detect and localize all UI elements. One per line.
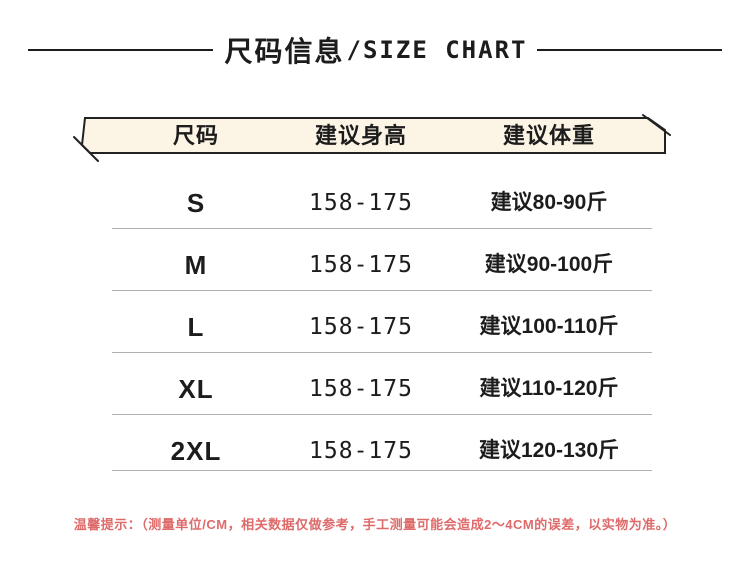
row-height-value: 158-175	[309, 314, 413, 340]
table-row: L 158-175 建议100-110斤	[0, 309, 750, 345]
title-text-cn: 尺码信息	[224, 36, 345, 67]
row-height-value: 158-175	[309, 438, 413, 464]
table-row: S 158-175 建议80-90斤	[0, 185, 750, 221]
header-banner-tail-right	[642, 114, 671, 136]
row-weight-value: 建议80-90斤	[490, 191, 608, 214]
row-weight-value: 建议90-100斤	[484, 253, 614, 276]
row-divider	[112, 414, 652, 415]
row-divider	[112, 290, 652, 291]
table-row: 2XL 158-175 建议120-130斤	[0, 433, 750, 469]
table-row: XL 158-175 建议110-120斤	[0, 371, 750, 407]
row-height-value: 158-175	[309, 252, 413, 278]
row-height-value: 158-175	[309, 190, 413, 216]
row-size-value: S	[186, 188, 206, 218]
header-weight: 建议体重	[502, 123, 595, 148]
header-banner	[73, 114, 671, 162]
table-row: M 158-175 建议90-100斤	[0, 247, 750, 283]
title-right-rule	[537, 49, 722, 51]
title-left-rule	[28, 49, 213, 51]
row-divider	[112, 228, 652, 229]
header-height: 建议身高	[314, 123, 407, 148]
row-size-value: 2XL	[170, 436, 222, 466]
row-size-value: M	[184, 250, 208, 280]
row-size-value: L	[187, 312, 205, 342]
title-text-en: /SIZE CHART	[346, 36, 528, 64]
header-size: 尺码	[172, 123, 219, 148]
row-size-value: XL	[178, 374, 214, 404]
row-divider	[112, 470, 652, 471]
row-weight-value: 建议110-120斤	[479, 377, 619, 400]
table-header-row: 尺码 建议身高 建议体重	[0, 118, 750, 154]
row-weight-value: 建议120-130斤	[478, 439, 620, 462]
row-weight-value: 建议100-110斤	[479, 315, 619, 338]
header-banner-tail-left	[73, 136, 99, 162]
row-height-value: 158-175	[309, 376, 413, 402]
measurement-disclaimer: 温馨提示：（测量单位/CM，相关数据仅做参考，手工测量可能会造成2～4CM的误差…	[73, 517, 677, 532]
page-title: 尺码信息 /SIZE CHART	[28, 35, 722, 67]
row-divider	[112, 352, 652, 353]
